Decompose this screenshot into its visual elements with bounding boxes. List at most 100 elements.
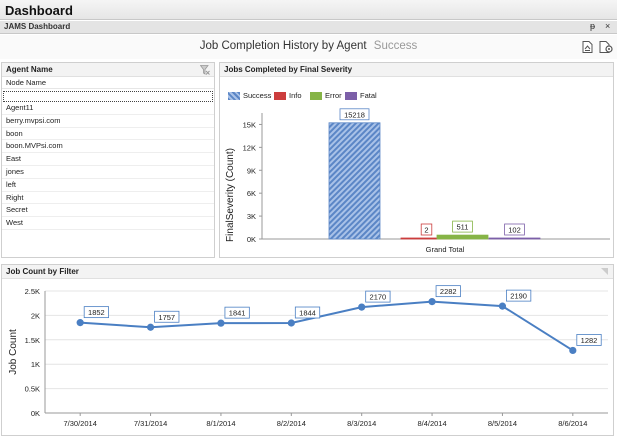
agent-list-item[interactable]: Secret (2, 204, 214, 218)
legend-item-fatal[interactable]: Fatal (345, 91, 377, 101)
job-count-data-label: 1852 (88, 308, 105, 317)
severity-bar-fatal (488, 237, 541, 240)
job-count-y-tick-label: 0K (31, 409, 40, 418)
agent-list-item[interactable]: boon (2, 128, 214, 141)
severity-category-label: Grand Total (426, 245, 465, 254)
job-count-x-tick-label: 8/1/2014 (206, 419, 235, 428)
legend-label-success: Success (243, 91, 272, 100)
agent-list: Agent11 berry.mvpsi.com boon boon.MVPsi.… (2, 102, 214, 230)
severity-data-label: 2 (424, 226, 428, 235)
agent-list-item[interactable]: jones (2, 166, 214, 179)
dashboard-tab-bar: JAMS Dashboard ᵽ × (0, 21, 617, 34)
node-name-column-header[interactable]: Node Name (2, 77, 214, 89)
job-count-data-label-box (435, 285, 461, 298)
agent-list-item[interactable]: left (2, 179, 214, 192)
legend-label-error: Error (325, 91, 342, 100)
page-title: Job Completion History by Agent Success (0, 40, 617, 52)
settings-icon[interactable] (599, 41, 613, 53)
job-count-y-tick-label: 0.5K (25, 385, 40, 394)
agent-filter-row[interactable] (3, 91, 213, 102)
job-count-point (569, 346, 577, 355)
legend-label-info: Info (289, 91, 302, 100)
job-count-x-tick-label: 8/2/2014 (277, 419, 306, 428)
agent-list-item[interactable]: East (2, 153, 214, 166)
severity-bar-chart: FinalSeverity (Count) 0K 3K 6K 9K 12K 15K 152… (225, 108, 610, 254)
job-count-data-label-box (294, 306, 321, 319)
expand-icon[interactable] (600, 267, 609, 276)
agent-list-item[interactable]: berry.mvpsi.com (2, 115, 214, 128)
app-title: Dashboard (5, 3, 73, 18)
job-count-data-label-box (576, 334, 602, 346)
job-count-point (287, 319, 295, 327)
job-count-line (80, 300, 574, 352)
job-count-y-axis-label: Job Count (8, 329, 19, 375)
dashboard-header: Job Completion History by Agent Success (0, 35, 617, 59)
severity-y-tick-label: 0K (247, 235, 256, 244)
severity-data-label: 511 (457, 223, 469, 232)
pin-icon[interactable]: ᵽ (590, 21, 596, 31)
job-count-point (76, 319, 84, 327)
severity-panel-header: Jobs Completed by Final Severity (220, 63, 613, 77)
severity-bar-error (436, 234, 489, 240)
severity-y-tick-label: 6K (247, 189, 256, 198)
job-count-panel: Job Count by Filter Job Count 0K 0.5K 1K 1.… (1, 264, 614, 436)
legend-swatch-fatal (345, 92, 357, 101)
job-count-data-label: 2282 (440, 287, 457, 296)
severity-data-label-box (420, 223, 433, 236)
dashboard-tab-title: JAMS Dashboard (4, 22, 71, 31)
severity-chart-title: Jobs Completed by Final Severity (224, 65, 353, 74)
job-count-panel-header: Job Count by Filter (2, 265, 613, 279)
severity-y-tick-label: 15K (243, 120, 256, 129)
job-count-data-label: 1844 (299, 309, 316, 318)
agent-list-item[interactable]: West (2, 217, 214, 230)
severity-y-tick-label: 9K (247, 166, 256, 175)
legend-swatch-info (274, 92, 286, 101)
severity-bars: 15218 2 511 102 (328, 108, 541, 240)
job-count-x-tick-label: 7/31/2014 (134, 419, 167, 428)
agent-list-item[interactable]: boon.MVPsi.com (2, 140, 214, 154)
severity-legend: Success Info Error Fatal (228, 91, 608, 103)
job-count-y-tick-label: 1.5K (25, 336, 40, 345)
job-count-data-label: 1282 (581, 336, 598, 345)
job-count-point (498, 302, 507, 310)
legend-item-success[interactable]: Success (228, 91, 271, 101)
severity-data-label: 102 (508, 226, 521, 235)
legend-label-fatal: Fatal (360, 91, 377, 100)
job-count-data-label: 2190 (510, 292, 527, 301)
severity-data-label-box (339, 108, 370, 121)
agent-panel-title: Agent Name (6, 65, 53, 74)
job-count-data-label: 1757 (158, 313, 175, 322)
job-count-data-label-box (365, 290, 391, 303)
job-count-point (358, 303, 366, 311)
job-count-line-chart: Job Count 0K 0.5K 1K 1.5K 2K 2.5K 7/30/2014 7/3… (8, 285, 608, 428)
close-icon[interactable]: × (605, 21, 611, 31)
job-count-y-tick-label: 2K (31, 311, 40, 320)
agent-panel-header: Agent Name (2, 63, 214, 77)
severity-data-label: 15218 (344, 110, 365, 119)
legend-item-error[interactable]: Error (310, 91, 342, 101)
job-count-data-label: 1841 (229, 309, 246, 318)
agent-list-item[interactable]: Right (2, 192, 214, 205)
job-count-x-tick-label: 8/6/2014 (558, 419, 587, 428)
severity-bar-success (328, 122, 381, 240)
export-icon[interactable] (582, 41, 593, 53)
severity-chart-panel: Jobs Completed by Final Severity Success… (219, 62, 614, 258)
job-count-chart-title: Job Count by Filter (6, 267, 79, 276)
job-count-x-tick-label: 8/3/2014 (347, 419, 376, 428)
severity-y-tick-label: 3K (247, 212, 256, 221)
job-count-data-label: 2170 (370, 293, 387, 302)
job-count-data-label-box (224, 306, 250, 319)
job-count-x-tick-label: 8/4/2014 (417, 419, 446, 428)
job-count-data-label-box (506, 289, 532, 302)
page-title-text: Job Completion History by Agent (199, 40, 367, 52)
job-count-data-label-box (154, 310, 180, 323)
legend-item-info[interactable]: Info (274, 91, 302, 101)
job-count-series: 1852 1757 1841 1844 2170 2282 2190 1282 (76, 285, 602, 355)
severity-y-axis-label: FinalSeverity (Count) (225, 148, 236, 242)
agent-list-item[interactable]: Agent11 (2, 102, 214, 115)
clear-filter-icon[interactable] (200, 65, 210, 75)
job-count-y-tick-label: 1K (31, 360, 40, 369)
job-count-x-tick-label: 8/5/2014 (488, 419, 517, 428)
title-bar: Dashboard (0, 0, 617, 20)
legend-swatch-error (310, 92, 322, 101)
